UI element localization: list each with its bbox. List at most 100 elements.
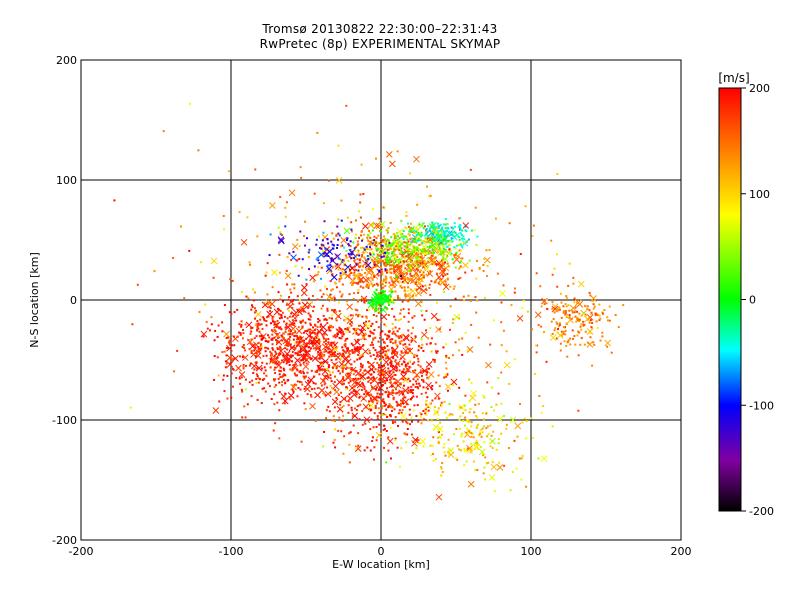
data-point (437, 431, 440, 434)
data-cross (324, 390, 332, 398)
data-point (326, 260, 329, 263)
data-point (278, 345, 281, 348)
data-point (359, 346, 362, 349)
data-point (298, 302, 301, 305)
data-point (301, 358, 304, 361)
data-point (363, 388, 366, 391)
data-point (432, 436, 435, 439)
data-point (485, 427, 488, 430)
data-point (396, 150, 399, 153)
data-point (330, 355, 333, 358)
data-point (571, 329, 574, 332)
data-point (407, 240, 410, 243)
data-point (556, 285, 559, 288)
data-point (424, 408, 427, 411)
data-point (483, 425, 486, 428)
data-point (377, 274, 380, 277)
data-point (271, 317, 274, 320)
data-point (393, 270, 396, 273)
data-point (361, 353, 364, 356)
data-point (327, 405, 330, 408)
data-point (383, 364, 386, 367)
data-point (383, 341, 386, 344)
data-point (434, 255, 437, 258)
data-point (243, 405, 246, 408)
data-cross (334, 312, 342, 320)
data-point (298, 308, 301, 311)
data-point (440, 401, 443, 404)
data-point (359, 201, 362, 204)
data-point (416, 268, 419, 271)
data-point (277, 335, 280, 338)
data-point (322, 293, 325, 296)
data-point (414, 235, 417, 238)
data-point (311, 294, 314, 297)
data-point (403, 286, 406, 289)
data-cross (343, 315, 351, 322)
data-point (279, 233, 282, 236)
data-point (359, 261, 362, 264)
data-point (300, 344, 303, 347)
data-point (333, 438, 336, 441)
data-point (371, 242, 374, 245)
data-point (463, 450, 466, 453)
data-point (410, 275, 413, 278)
data-point (366, 309, 369, 312)
data-point (370, 373, 373, 376)
data-point (437, 374, 440, 377)
data-point (458, 427, 461, 430)
data-point (356, 257, 359, 260)
data-point (560, 316, 563, 319)
data-cross (388, 285, 395, 293)
data-cross (384, 258, 392, 266)
data-point (418, 382, 421, 385)
data-point (390, 410, 393, 413)
data-point (259, 344, 262, 347)
data-point (396, 260, 399, 263)
data-cross (331, 398, 339, 406)
data-point (379, 299, 382, 302)
data-point (484, 478, 487, 481)
data-point (225, 346, 228, 349)
data-point (281, 300, 284, 303)
data-point (468, 400, 471, 403)
data-cross (411, 440, 418, 447)
data-point (284, 392, 287, 395)
data-point (253, 311, 256, 314)
data-point (363, 248, 366, 251)
data-point (288, 333, 291, 336)
data-point (301, 325, 304, 328)
data-point (333, 244, 336, 247)
data-point (422, 370, 425, 373)
data-point (457, 236, 460, 239)
data-point (297, 387, 300, 390)
data-point (464, 409, 467, 412)
data-point (434, 281, 437, 284)
data-point (385, 430, 388, 433)
data-point (417, 349, 420, 352)
data-point (441, 470, 444, 473)
data-point (443, 451, 446, 454)
data-point (425, 228, 428, 231)
data-point (242, 329, 245, 332)
data-point (480, 435, 483, 438)
data-point (386, 416, 389, 419)
data-point (565, 305, 568, 308)
data-point (419, 239, 422, 242)
data-point (446, 389, 449, 392)
data-point (476, 442, 479, 445)
data-point (384, 404, 387, 407)
data-point (384, 357, 387, 360)
data-point (487, 433, 490, 436)
data-point (333, 351, 336, 354)
data-point (444, 283, 447, 286)
data-point (475, 243, 478, 246)
data-point (401, 393, 404, 396)
data-point (403, 288, 406, 291)
data-point (436, 222, 439, 225)
data-point (433, 236, 436, 239)
data-point (273, 354, 276, 357)
data-point (429, 229, 432, 232)
data-point (362, 397, 365, 400)
data-cross (425, 381, 432, 389)
